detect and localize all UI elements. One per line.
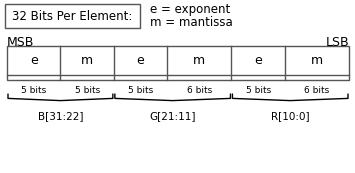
- Text: MSB: MSB: [7, 36, 34, 49]
- Bar: [7, 46, 349, 80]
- Text: LSB: LSB: [326, 36, 349, 49]
- Text: e: e: [254, 54, 262, 67]
- Text: e: e: [30, 54, 38, 67]
- Text: 6 bits: 6 bits: [187, 86, 212, 95]
- Bar: [5, 4, 140, 28]
- Text: 5 bits: 5 bits: [128, 86, 153, 95]
- Text: 5 bits: 5 bits: [246, 86, 271, 95]
- Text: R[10:0]: R[10:0]: [271, 111, 310, 121]
- Text: 6 bits: 6 bits: [304, 86, 329, 95]
- Text: m: m: [311, 54, 323, 67]
- Text: 5 bits: 5 bits: [21, 86, 47, 95]
- Text: m: m: [193, 54, 206, 67]
- Text: e = exponent: e = exponent: [150, 3, 230, 16]
- Text: 32 Bits Per Element:: 32 Bits Per Element:: [12, 10, 133, 22]
- Text: B[31:22]: B[31:22]: [38, 111, 83, 121]
- Text: G[21:11]: G[21:11]: [149, 111, 196, 121]
- Text: 5 bits: 5 bits: [75, 86, 100, 95]
- Text: m: m: [81, 54, 93, 67]
- Text: m = mantissa: m = mantissa: [150, 16, 233, 29]
- Text: e: e: [137, 54, 144, 67]
